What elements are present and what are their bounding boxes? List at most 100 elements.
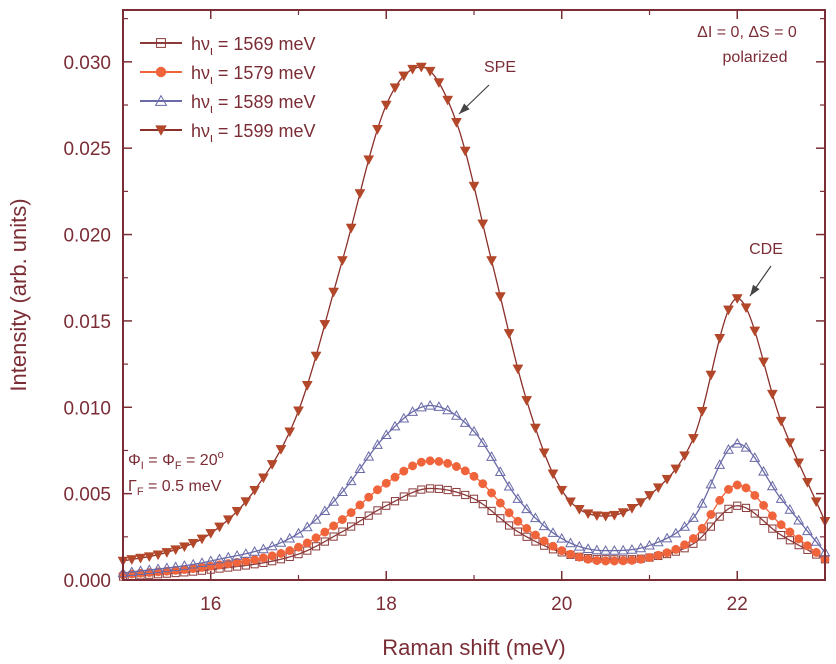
series-point-1599 (170, 545, 182, 556)
series-point-1569 (434, 484, 443, 493)
legend-marker-1599 (155, 125, 167, 136)
series-point-1599 (152, 550, 164, 561)
series-point-1589 (661, 532, 673, 543)
series-point-1579 (504, 508, 514, 518)
series-point-1569 (408, 488, 417, 497)
series-point-1579 (530, 530, 540, 540)
series-point-1599 (486, 256, 497, 266)
series-point-1599 (556, 485, 568, 496)
series-point-1589 (336, 486, 348, 497)
series-point-1599 (275, 445, 287, 455)
series-point-1599 (301, 381, 313, 391)
series-point-1569 (443, 485, 452, 495)
series-point-1579 (258, 553, 268, 563)
series-point-1569 (759, 516, 768, 525)
series-point-1569 (311, 542, 321, 551)
series-point-1589 (319, 505, 331, 516)
series-point-1589 (538, 520, 550, 531)
series-point-1589 (503, 480, 515, 491)
series-point-1599 (354, 189, 366, 199)
series-point-1589 (424, 399, 436, 410)
series-point-1569 (364, 511, 373, 520)
series-point-1589 (301, 521, 313, 532)
series-point-1589 (679, 521, 691, 531)
series-point-1599 (793, 458, 805, 469)
series-point-1589 (547, 527, 559, 537)
series-point-1599 (451, 118, 462, 128)
gamma-sub: F (137, 486, 144, 498)
series-point-1579 (487, 488, 496, 498)
legend-entry-1579: hνι = 1579 meV (191, 63, 315, 87)
series-point-1599 (433, 78, 445, 89)
series-point-1579 (399, 466, 409, 476)
series-point-1599 (802, 478, 813, 488)
series-point-1589 (714, 459, 726, 469)
series-point-1589 (372, 439, 383, 449)
series-point-1579 (662, 548, 672, 558)
series-point-1599 (442, 95, 454, 106)
series-point-1579 (215, 560, 224, 570)
series-point-1589 (205, 555, 217, 566)
series-point-1589 (257, 543, 269, 554)
series-point-1589 (591, 544, 603, 555)
legend-hv: hν (191, 121, 210, 141)
series-point-1589 (152, 563, 164, 574)
series-point-1579 (513, 516, 523, 526)
series-point-1599 (257, 473, 269, 484)
legend-value: = 1569 meV (213, 34, 316, 54)
series-point-1579 (759, 500, 769, 510)
phi-sub-1: I (141, 460, 144, 472)
series-point-1569 (522, 532, 531, 541)
series-point-1569 (390, 497, 400, 506)
series-point-1589 (345, 475, 357, 486)
series-point-1589 (749, 452, 761, 462)
series-point-1589 (293, 527, 304, 538)
series-point-1589 (705, 478, 717, 489)
series-point-1599 (284, 427, 296, 438)
series-point-1599 (407, 64, 418, 75)
series-point-1579 (434, 457, 444, 466)
series-1599 (117, 62, 831, 567)
series-point-1589 (494, 466, 506, 476)
series-point-1599 (126, 555, 138, 565)
series-point-1589 (582, 543, 594, 553)
series-point-1569 (733, 501, 742, 510)
series-point-1579 (750, 490, 760, 500)
series-point-1599 (547, 469, 559, 480)
series-point-1589 (143, 564, 155, 575)
series-point-1579 (601, 556, 611, 566)
series-point-1579 (460, 466, 470, 476)
series-point-1589 (459, 417, 471, 427)
polarization-annotation: polarized (723, 49, 788, 66)
y-tick-label-0: 0.000 (63, 571, 111, 592)
series-point-1589 (468, 425, 480, 436)
series-point-1599 (161, 548, 173, 558)
y-tick-label-1: 0.005 (63, 485, 111, 506)
series-point-1599 (372, 125, 383, 135)
legend-entry-1599: hνι = 1599 meV (191, 121, 315, 145)
series-point-1599 (214, 522, 225, 533)
selection-rule-annotation: ΔI = 0, ΔS = 0 (697, 24, 797, 41)
y-axis-ticks: 0.000 0.005 0.010 0.015 0.020 0.025 0.030 (63, 18, 825, 592)
series-point-1579 (329, 521, 339, 531)
series-point-1569 (417, 485, 426, 494)
series-point-1569 (329, 532, 338, 541)
y-tick-label-4: 0.020 (63, 226, 111, 247)
series-point-1579 (495, 498, 505, 508)
x-tick-label-16: 16 (200, 594, 221, 615)
series-point-1579 (302, 538, 312, 548)
series-point-1589 (486, 451, 498, 461)
series-point-1599 (187, 538, 199, 549)
series-point-1589 (644, 539, 655, 550)
series-point-1589 (784, 504, 796, 514)
legend-marker-1589 (154, 94, 168, 106)
series-point-1579 (276, 549, 286, 558)
series-point-1599 (424, 66, 436, 77)
series-point-1579 (373, 485, 382, 495)
series-point-1569 (750, 509, 759, 518)
series-layer (117, 62, 831, 581)
series-point-1589 (266, 540, 278, 551)
y-tick-label-2: 0.010 (63, 398, 111, 419)
series-point-1579 (241, 556, 251, 566)
series-point-1599 (345, 223, 357, 234)
